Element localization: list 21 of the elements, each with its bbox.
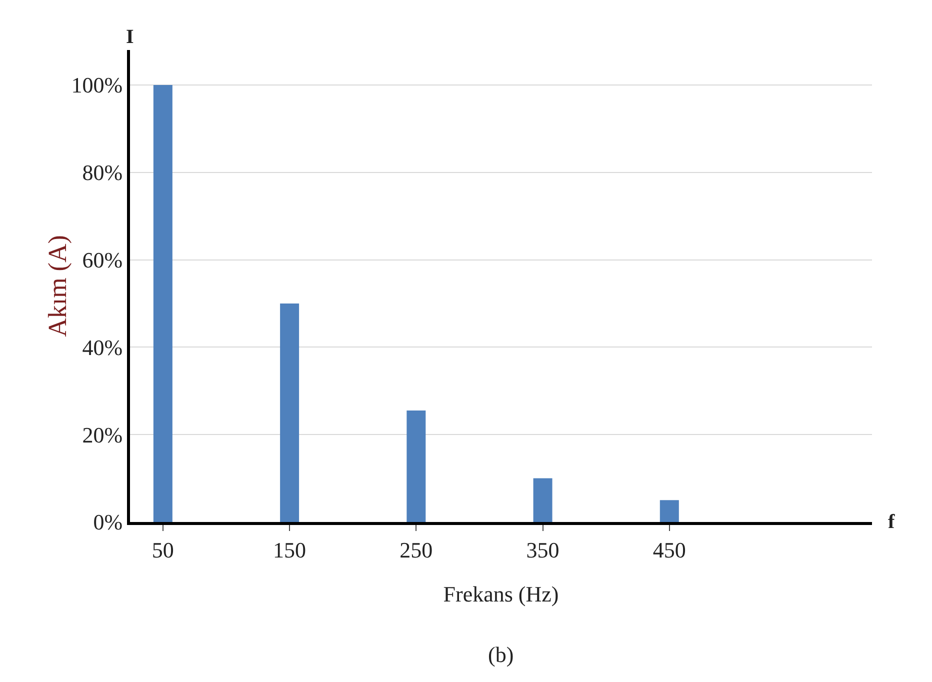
text: I [126,26,134,48]
x-tick-label: 50 [152,537,174,562]
y-tick-label: 20% [82,422,123,448]
x-tick-label: 250 [400,537,433,562]
x-tick-label: 450 [652,537,686,562]
x-tick-label: 350 [526,537,560,562]
y-axis-title: Akım (A) [43,235,72,337]
bar [406,410,426,522]
bar [280,303,300,522]
y-tick-label: 100% [71,72,123,98]
bar [660,500,679,522]
bar [153,84,172,522]
y-tick-label: 0% [93,510,123,535]
y-tick-label: 60% [82,247,123,272]
bar [533,478,552,522]
text: (b) [488,642,514,667]
x-tick-label: 150 [273,537,306,562]
y-tick-label: 40% [82,334,123,360]
x-axis-title: Frekans (Hz) [443,581,559,606]
y-tick-label: 80% [82,160,123,186]
text: f [888,511,895,533]
